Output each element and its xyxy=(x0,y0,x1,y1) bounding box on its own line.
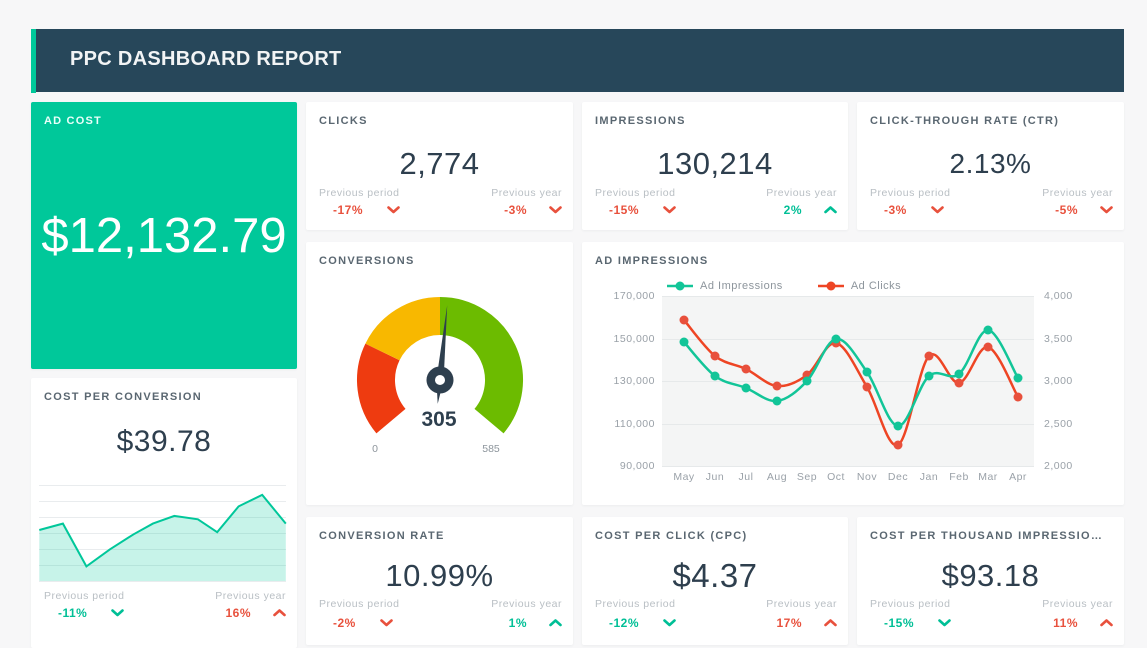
svg-text:585: 585 xyxy=(482,443,500,455)
svg-text:305: 305 xyxy=(421,408,456,431)
svg-text:0: 0 xyxy=(372,443,378,455)
